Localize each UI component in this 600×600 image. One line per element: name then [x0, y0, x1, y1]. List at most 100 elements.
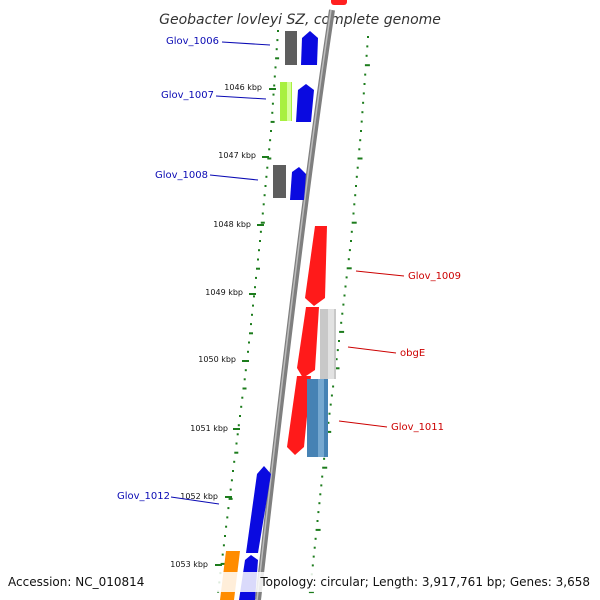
- leader-line: [170, 496, 220, 505]
- gc-dot: [273, 84, 276, 87]
- gc-dot: [362, 101, 365, 104]
- gc-dot: [360, 130, 362, 132]
- kbp-label: 1053 kbp: [170, 560, 208, 569]
- gc-dot: [351, 221, 357, 224]
- gc-dot: [365, 54, 368, 57]
- gc-dot: [342, 303, 345, 306]
- gc-dot: [348, 249, 351, 252]
- gc-dot: [255, 276, 257, 279]
- gc-dot: [335, 358, 338, 361]
- gc-dot: [314, 537, 317, 540]
- gc-dot: [363, 83, 366, 85]
- gc-dot: [327, 421, 330, 424]
- gc-dot: [308, 591, 314, 594]
- gc-dot: [269, 139, 272, 142]
- gc-dot: [367, 36, 369, 38]
- gene-arrow-glov-1012[interactable]: [246, 466, 271, 553]
- gc-dot: [316, 520, 319, 522]
- leader-line: [355, 270, 405, 277]
- gc-dot: [360, 120, 363, 123]
- kbp-label: 1047 kbp: [218, 151, 256, 160]
- gc-dot: [318, 502, 321, 505]
- gene-label-glov-1006[interactable]: Glov_1006: [166, 36, 219, 47]
- gc-dot: [355, 175, 358, 178]
- gc-dot: [225, 525, 228, 528]
- gene-label-obge[interactable]: obgE: [400, 348, 425, 359]
- kbp-label: 1049 kbp: [205, 288, 243, 297]
- gc-dot: [361, 111, 364, 114]
- gc-dot: [222, 544, 225, 547]
- gene-label-glov-1008[interactable]: Glov_1008: [155, 170, 208, 181]
- kbp-label: 1052 kbp: [180, 492, 218, 501]
- gc-dot: [258, 249, 260, 252]
- gc-dot: [239, 415, 241, 417]
- gc-dot: [354, 194, 357, 197]
- gc-dot: [268, 148, 271, 151]
- gene-block-glov-1011[interactable]: [307, 379, 328, 457]
- gc-dot: [311, 564, 314, 567]
- gc-dot: [232, 470, 234, 472]
- gc-dot: [271, 111, 274, 114]
- gc-dot: [329, 403, 332, 406]
- gene-arrow-glov-1009[interactable]: [305, 226, 327, 306]
- kbp-label: 1046 kbp: [224, 83, 262, 92]
- gc-dot: [336, 349, 339, 352]
- gc-dot: [224, 535, 226, 537]
- gc-dot: [322, 466, 328, 469]
- gc-dot: [346, 267, 352, 270]
- map-title: Geobacter lovleyi SZ, complete genome: [159, 12, 441, 28]
- gc-dot: [233, 460, 236, 463]
- gc-dot: [273, 75, 276, 78]
- kbp-ticks: 1046 kbp 1047 kbp 1048 kbp 1049 kbp 1050…: [170, 83, 276, 569]
- gc-dot: [236, 433, 239, 436]
- kbp-label: 1050 kbp: [198, 355, 236, 364]
- gc-dot: [240, 405, 243, 408]
- leader-line: [221, 41, 271, 46]
- gene-arrow-glov-1008[interactable]: [290, 167, 306, 200]
- gene-arrow-red-3[interactable]: [287, 376, 311, 455]
- leader-line: [209, 174, 259, 181]
- gc-dot: [272, 93, 275, 96]
- gc-dot: [256, 267, 260, 270]
- gc-dot: [252, 304, 254, 307]
- accession-text: Accession: NC_010814: [8, 575, 144, 589]
- gc-dot: [320, 484, 323, 487]
- gene-label-glov-1012[interactable]: Glov_1012: [117, 491, 170, 502]
- gene-arrow-glov-1007[interactable]: [296, 84, 314, 122]
- gene-label-glov-1009[interactable]: Glov_1009: [408, 271, 461, 282]
- gc-dot: [249, 332, 253, 335]
- gc-dot: [274, 66, 277, 69]
- gc-dot: [323, 457, 326, 460]
- gc-dot: [353, 203, 356, 206]
- gc-dot: [315, 528, 321, 531]
- gene-label-glov-1007[interactable]: Glov_1007: [161, 90, 214, 101]
- leader-line: [338, 420, 388, 428]
- gc-dot: [319, 493, 322, 496]
- gc-dot: [276, 39, 279, 42]
- gc-dot: [359, 139, 362, 142]
- gc-dot: [350, 240, 352, 242]
- gc-dot: [250, 323, 252, 326]
- gc-dot: [270, 130, 272, 132]
- gc-dot: [275, 57, 280, 60]
- gc-dot: [242, 387, 247, 390]
- genome-backbone-highlight: [256, 9, 332, 600]
- gc-dot: [341, 312, 344, 315]
- gc-dot: [364, 64, 370, 67]
- gc-dot: [266, 166, 269, 169]
- gene-block-green-shine: [287, 82, 291, 121]
- partial-gene-top: [331, 0, 347, 5]
- gc-dot: [235, 442, 238, 445]
- gc-dot: [270, 120, 275, 123]
- gc-dot: [328, 412, 331, 415]
- gene-arrow-glov-1006[interactable]: [301, 31, 318, 65]
- gc-dot: [227, 507, 230, 510]
- gc-dot: [261, 212, 264, 215]
- gc-dot: [247, 350, 249, 353]
- gc-dot: [260, 221, 265, 224]
- gc-dot: [221, 553, 224, 556]
- gc-dot: [338, 340, 340, 342]
- gene-label-glov-1011[interactable]: Glov_1011: [391, 422, 444, 433]
- gc-dot: [259, 240, 261, 242]
- gene-arrow-red-2[interactable]: [297, 307, 319, 378]
